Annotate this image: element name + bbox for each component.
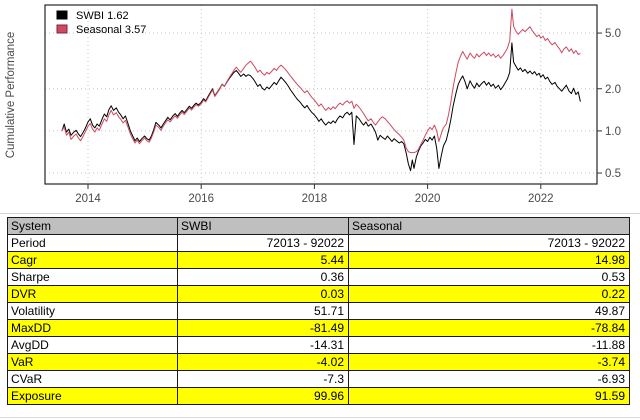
table-row-exposure: Exposure 99.96 91.59	[7, 387, 630, 405]
metric-value-seasonal: -6.93	[348, 370, 630, 388]
col-header-seasonal: Seasonal	[348, 217, 630, 235]
table-header-row: System SWBI Seasonal	[7, 217, 630, 235]
metric-value-seasonal: 49.87	[348, 302, 630, 320]
x-tick-label: 2016	[188, 193, 214, 205]
x-tick-label: 2022	[528, 193, 554, 205]
y-tick-label: 1.0	[605, 126, 621, 138]
metric-value-seasonal: 0.53	[348, 268, 630, 286]
legend-swatch-swbi	[56, 10, 68, 20]
performance-stats-table: System SWBI Seasonal Period 72013 - 92022…	[7, 217, 630, 405]
legend-swatch-seasonal	[56, 24, 68, 34]
metric-value-swbi: 72013 - 92022	[177, 234, 349, 252]
y-tick-label: 0.5	[605, 168, 621, 180]
metric-value-seasonal: 72013 - 92022	[348, 234, 630, 252]
metric-value-seasonal: 14.98	[348, 251, 630, 269]
table-row-var: VaR -4.02 -3.74	[7, 353, 630, 371]
x-tick-label: 2014	[75, 193, 101, 205]
metric-value-swbi: 5.44	[177, 251, 349, 269]
table-row-cvar: CVaR -7.3 -6.93	[7, 370, 630, 388]
metric-label: Volatility	[7, 302, 178, 320]
table-row-period: Period 72013 - 92022 72013 - 92022	[7, 234, 630, 252]
metric-label: VaR	[7, 353, 178, 371]
table-row-avgdd: AvgDD -14.31 -11.88	[7, 336, 630, 354]
metric-value-swbi: -4.02	[177, 353, 349, 371]
plot-area	[45, 5, 597, 184]
metric-value-seasonal: -3.74	[348, 353, 630, 371]
metric-value-seasonal: 91.59	[348, 387, 630, 405]
y-tick-label: 5.0	[605, 28, 621, 40]
chart-legend: SWBI 1.62 Seasonal 3.57	[56, 10, 146, 36]
metric-value-swbi: 0.36	[177, 268, 349, 286]
col-header-system: System	[7, 217, 178, 235]
legend-label-seasonal: Seasonal 3.57	[76, 24, 146, 36]
metric-value-seasonal: 0.22	[348, 285, 630, 303]
series-line-swbi	[61, 42, 581, 172]
metric-value-swbi: -14.31	[177, 336, 349, 354]
plot-border	[44, 4, 598, 185]
metric-label: AvgDD	[7, 336, 178, 354]
y-tick-label: 2.0	[605, 84, 621, 96]
metric-label: CVaR	[7, 370, 178, 388]
x-tick-label: 2018	[302, 193, 328, 205]
metric-label: Cagr	[7, 251, 178, 269]
metric-label: Sharpe	[7, 268, 178, 286]
metric-value-seasonal: -78.84	[348, 319, 630, 337]
table-row-dvr: DVR 0.03 0.22	[7, 285, 630, 303]
table-row-volatility: Volatility 51.71 49.87	[7, 302, 630, 320]
col-header-swbi: SWBI	[177, 217, 349, 235]
y-axis-label: Cumulative Performance	[5, 32, 17, 159]
cumulative-performance-chart: 2014 2016 2018 2020 2022 0.5 1.0 2.0 5.0 Cumulat…	[5, 4, 621, 205]
metric-value-swbi: 51.71	[177, 302, 349, 320]
metric-label: MaxDD	[7, 319, 178, 337]
metric-value-swbi: 0.03	[177, 285, 349, 303]
metric-value-swbi: -7.3	[177, 370, 349, 388]
metric-value-seasonal: -11.88	[348, 336, 630, 354]
metric-label: Period	[7, 234, 178, 252]
metric-value-swbi: -81.49	[177, 319, 349, 337]
bottom-border	[0, 417, 640, 418]
x-tick-label: 2020	[415, 193, 441, 205]
metric-label: DVR	[7, 285, 178, 303]
table-row-maxdd: MaxDD -81.49 -78.84	[7, 319, 630, 337]
table-row-sharpe: Sharpe 0.36 0.53	[7, 268, 630, 286]
metric-value-swbi: 99.96	[177, 387, 349, 405]
chart-table-divider	[0, 213, 640, 214]
metric-label: Exposure	[7, 387, 178, 405]
performance-plot: 2014 2016 2018 2020 2022 0.5 1.0 2.0 5.0 Cumulat…	[5, 4, 621, 205]
legend-label-swbi: SWBI 1.62	[76, 10, 129, 22]
table-row-cagr: Cagr 5.44 14.98	[7, 251, 630, 269]
series-line-seasonal	[61, 8, 581, 154]
